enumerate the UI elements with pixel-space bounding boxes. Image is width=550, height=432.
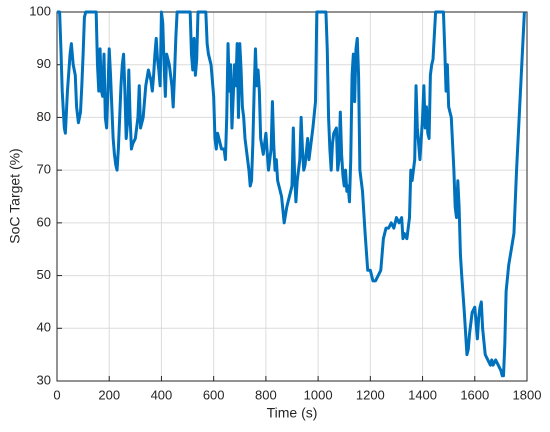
y-tick-label: 70: [37, 162, 51, 177]
x-tick-label: 1800: [513, 387, 542, 402]
data-line: [57, 10, 526, 378]
x-tick-label: 200: [98, 387, 120, 402]
x-tick-label: 400: [151, 387, 173, 402]
y-tick-label: 40: [37, 320, 51, 335]
x-tick-label: 1200: [356, 387, 385, 402]
y-tick-label: 60: [37, 214, 51, 229]
y-tick-label: 90: [37, 56, 51, 71]
y-tick-label: 100: [29, 3, 51, 18]
y-tick-label: 50: [37, 267, 51, 282]
x-tick-label: 1600: [460, 387, 489, 402]
x-tick-label: 800: [255, 387, 277, 402]
y-tick-label: 80: [37, 109, 51, 124]
plot-frame: [56, 11, 528, 382]
y-tick-label: 30: [37, 372, 51, 387]
x-tick-label: 0: [53, 387, 60, 402]
y-axis-label: SoC Target (%): [7, 148, 23, 243]
x-tick-label: 1400: [408, 387, 437, 402]
x-tick-label: 600: [203, 387, 225, 402]
x-axis-label: Time (s): [267, 405, 318, 421]
x-tick-label: 1000: [304, 387, 333, 402]
